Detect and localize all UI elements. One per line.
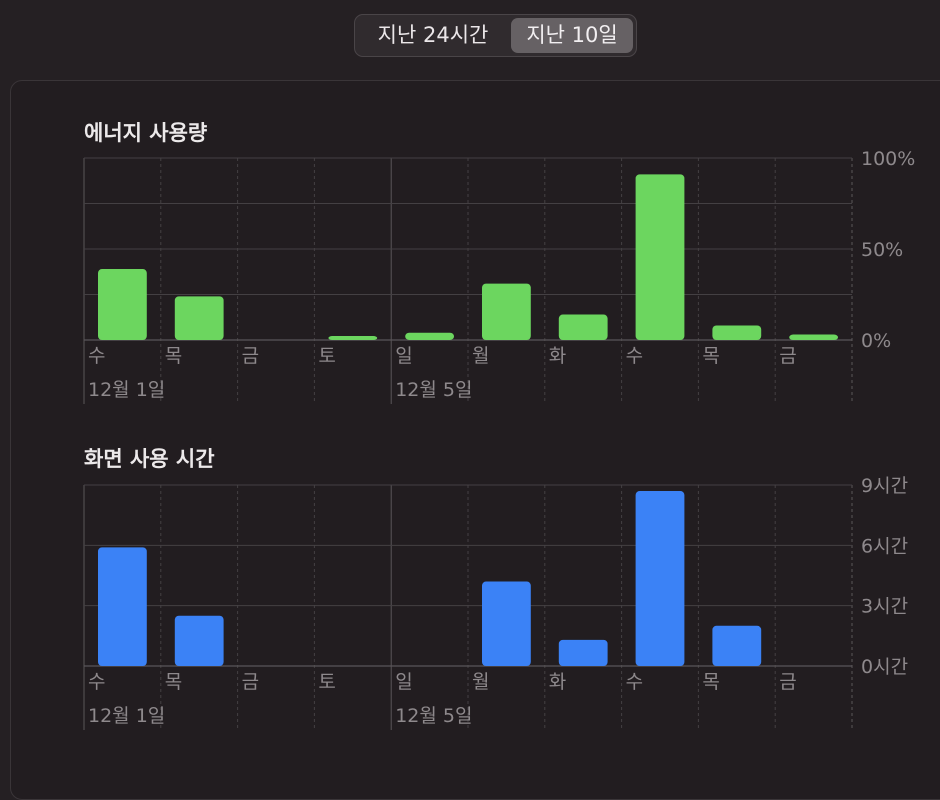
usage-panel	[10, 80, 940, 800]
range-last-10-days-button[interactable]: 지난 10일	[511, 18, 633, 53]
bar	[482, 283, 531, 340]
screen-time-title: 화면 사용 시간	[84, 447, 215, 471]
x-category-label: 화	[549, 671, 566, 693]
x-category-label: 수	[88, 671, 105, 693]
bar	[174, 296, 224, 340]
x-date-label: 12월 5일	[395, 379, 472, 401]
x-category-label: 목	[165, 671, 182, 693]
bar	[558, 314, 608, 340]
x-category-label: 수	[626, 671, 643, 693]
y-tick-label: 3시간	[861, 596, 908, 618]
x-category-label: 토	[318, 345, 335, 367]
x-category-label: 금	[779, 671, 796, 693]
y-tick-label: 50%	[861, 239, 903, 261]
x-date-label: 12월 1일	[88, 379, 165, 401]
y-tick-label: 0%	[861, 330, 891, 352]
x-category-label: 수	[88, 345, 105, 367]
x-category-label: 금	[779, 345, 796, 367]
bar	[482, 581, 531, 666]
y-tick-label: 100%	[861, 148, 915, 170]
bar	[635, 174, 685, 340]
x-category-label: 목	[702, 345, 719, 367]
x-category-label: 목	[702, 671, 719, 693]
energy-usage-chart: 0% 50% 100% 수 목 금 토 일 월 화 수 목 금 12월 1일 12월 5일	[83, 148, 915, 404]
bar	[789, 334, 838, 340]
x-category-label: 일	[395, 671, 412, 693]
x-category-label: 목	[165, 345, 182, 367]
energy-usage-title: 에너지 사용량	[84, 121, 208, 145]
x-category-label: 토	[318, 671, 335, 693]
x-category-label: 수	[626, 345, 643, 367]
bar	[712, 325, 762, 340]
bar	[558, 639, 608, 666]
bar	[98, 547, 147, 666]
x-category-label: 금	[242, 345, 259, 367]
time-range-segmented-control: 지난 24시간 지난 10일	[354, 14, 637, 57]
x-category-label: 화	[549, 345, 566, 367]
y-tick-label: 6시간	[861, 535, 908, 557]
x-category-label: 일	[395, 345, 412, 367]
bar	[98, 269, 147, 340]
y-tick-label: 9시간	[861, 475, 908, 497]
bar	[635, 491, 685, 666]
x-date-label: 12월 5일	[395, 705, 472, 727]
bar	[712, 625, 762, 666]
bar	[328, 336, 378, 340]
x-date-label: 12월 1일	[88, 705, 165, 727]
x-category-label: 금	[242, 671, 259, 693]
range-last-24-hours-button[interactable]: 지난 24시간	[377, 23, 489, 47]
x-category-label: 월	[472, 345, 489, 367]
x-category-label: 월	[472, 671, 489, 693]
bar	[174, 615, 224, 666]
y-tick-label: 0시간	[861, 656, 908, 678]
bar	[405, 332, 454, 340]
